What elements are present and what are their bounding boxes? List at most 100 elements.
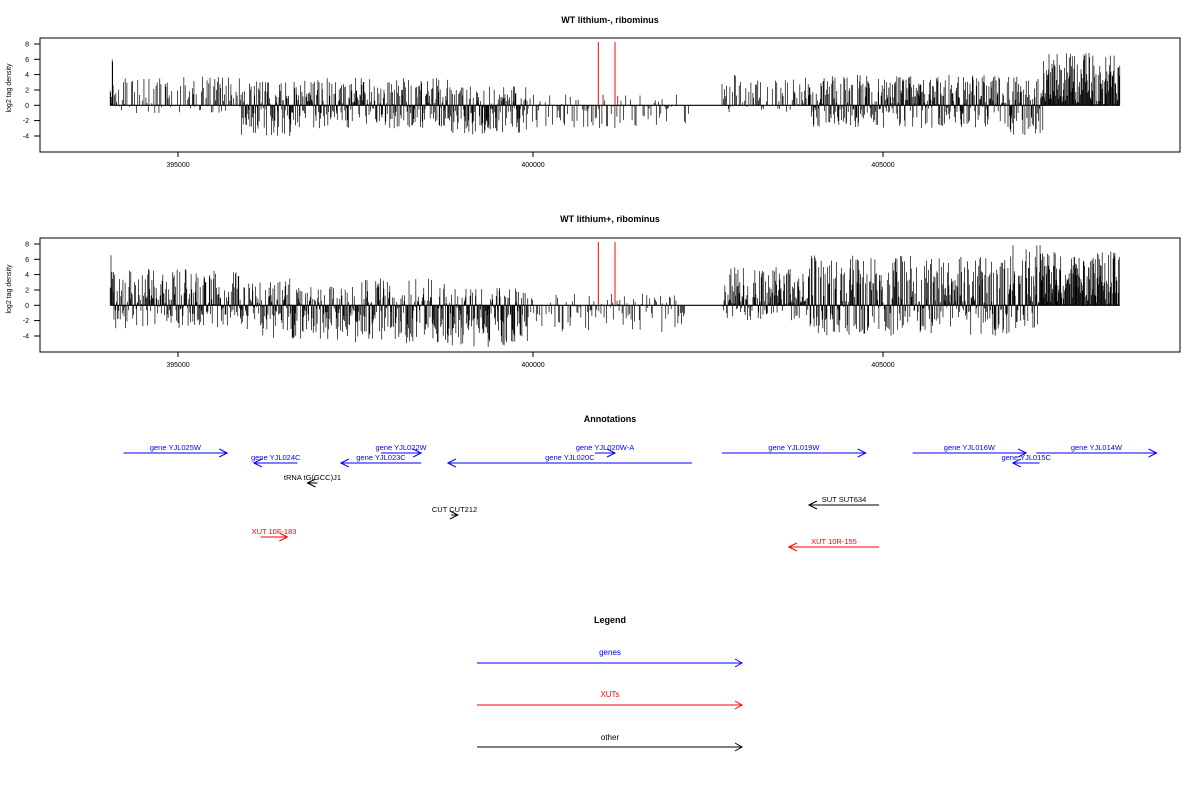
- feature-arrowhead: [1011, 458, 1022, 468]
- feature-arrowhead: [339, 458, 350, 468]
- annotation-feature: gene YJL022W: [375, 443, 428, 458]
- annotation-feature: gene YJL023C: [339, 453, 422, 468]
- annotation-feature: tRNA tG(GCC)J1: [284, 473, 341, 488]
- panel-2-title: WT lithium+, ribominus: [560, 214, 660, 224]
- feature-arrowhead: [252, 458, 263, 468]
- feature-arrowhead: [446, 458, 457, 468]
- y-tick: -2: [23, 118, 40, 125]
- y-tick: 2: [25, 88, 40, 95]
- x-tick: 400000: [521, 152, 545, 169]
- feature-label: gene YJL020C: [545, 453, 595, 462]
- legend-arrowhead: [734, 658, 744, 668]
- x-tick: 400000: [521, 352, 545, 369]
- legend-item-other: other: [477, 733, 744, 752]
- panel-2-x-axis: 395000 400000 405000: [166, 352, 895, 369]
- annotation-feature: gene YJL020W-A: [576, 443, 634, 458]
- y-tick: 8: [25, 242, 40, 249]
- feature-arrowhead: [1148, 448, 1158, 458]
- annotations-title: Annotations: [584, 414, 637, 424]
- x-tick-label: 400000: [521, 162, 544, 169]
- legend-label: other: [601, 733, 620, 742]
- annotations: Annotations gene YJL025W gene YJL024C gene…: [123, 414, 1158, 552]
- x-tick: 395000: [166, 152, 190, 169]
- legend-label: genes: [599, 648, 621, 657]
- feature-arrowhead: [279, 532, 289, 542]
- annotation-feature: CUT CUT212: [432, 505, 477, 520]
- y-tick-label: 8: [25, 42, 29, 49]
- y-tick: -2: [23, 318, 40, 325]
- y-tick-label: -4: [23, 134, 29, 141]
- panel-2-y-axis: 8 6 4 2 0 -2 -4: [23, 242, 40, 341]
- feature-label: XUT 10R-155: [811, 537, 857, 546]
- y-tick-label: -4: [23, 334, 29, 341]
- feature-label: tRNA tG(GCC)J1: [284, 473, 341, 482]
- legend: Legend genes XUTs other: [477, 615, 744, 752]
- y-tick: 4: [25, 272, 40, 279]
- feature-label: gene YJL022W: [375, 443, 427, 452]
- panel-1-x-axis: 395000 400000 405000: [166, 152, 895, 169]
- annotation-feature: gene YJL014W: [1036, 443, 1158, 458]
- legend-label: XUTs: [600, 690, 619, 699]
- annotation-feature: gene YJL020C: [446, 453, 692, 468]
- panel-1-marker-lines: [597, 42, 616, 106]
- feature-label: XUT 10F-183: [252, 527, 297, 536]
- y-tick-label: 2: [25, 288, 29, 295]
- feature-arrowhead: [306, 478, 316, 488]
- feature-label: gene YJL025W: [150, 443, 202, 452]
- y-tick: 4: [25, 72, 40, 79]
- y-tick: 0: [25, 103, 40, 110]
- panel-2-frame: [39, 237, 1181, 353]
- feature-label: gene YJL023C: [356, 453, 406, 462]
- y-tick-label: 4: [25, 272, 29, 279]
- y-tick: 2: [25, 288, 40, 295]
- feature-label: gene YJL019W: [768, 443, 820, 452]
- y-tick-label: 8: [25, 242, 29, 249]
- panel-1: WT lithium-, ribominus log2 tag density …: [6, 15, 1181, 169]
- panel-1-frame: [39, 37, 1181, 153]
- feature-label: CUT CUT212: [432, 505, 477, 514]
- x-tick-label: 395000: [166, 362, 189, 369]
- x-tick: 405000: [871, 352, 895, 369]
- y-tick: 0: [25, 303, 40, 310]
- feature-arrowhead: [857, 448, 867, 458]
- feature-arrowhead: [807, 500, 818, 510]
- panel-1-y-axis: 8 6 4 2 0 -2 -4: [23, 42, 40, 141]
- annotation-feature: gene YJL025W: [123, 443, 229, 458]
- y-tick-label: 6: [25, 257, 29, 264]
- x-tick-label: 405000: [871, 162, 894, 169]
- x-tick: 395000: [166, 352, 190, 369]
- panel-1-ylabel: log2 tag density: [6, 63, 13, 113]
- y-tick: -4: [23, 134, 40, 141]
- annotation-feature: SUT SUT634: [807, 495, 880, 510]
- feature-label: SUT SUT634: [822, 495, 866, 504]
- feature-arrowhead: [1017, 448, 1028, 458]
- x-tick-label: 400000: [521, 362, 544, 369]
- feature-label: gene YJL024C: [251, 453, 301, 462]
- y-tick-label: -2: [23, 318, 29, 325]
- annotation-feature: gene YJL019W: [721, 443, 867, 458]
- y-tick-label: 6: [25, 57, 29, 64]
- feature-label: gene YJL014W: [1071, 443, 1123, 452]
- y-tick: 6: [25, 57, 40, 64]
- feature-arrowhead: [412, 448, 423, 458]
- feature-arrowhead: [218, 448, 229, 458]
- panel-2: WT lithium+, ribominus log2 tag density …: [6, 214, 1181, 369]
- legend-arrowhead: [734, 700, 744, 710]
- legend-arrowhead: [734, 742, 744, 752]
- annotation-feature: XUT 10F-183: [252, 527, 297, 542]
- y-tick-label: 4: [25, 72, 29, 79]
- x-tick: 405000: [871, 152, 895, 169]
- legend-item-genes: genes: [477, 648, 744, 668]
- panel-2-marker-lines: [597, 242, 616, 306]
- legend-title: Legend: [594, 615, 626, 625]
- x-tick-label: 395000: [166, 162, 189, 169]
- y-tick: 8: [25, 42, 40, 49]
- y-tick-label: -2: [23, 118, 29, 125]
- legend-item-xuts: XUTs: [477, 690, 744, 710]
- y-tick: 6: [25, 257, 40, 264]
- feature-arrowhead: [449, 510, 460, 520]
- y-tick-label: 2: [25, 88, 29, 95]
- annotation-feature: gene YJL024C: [251, 453, 301, 468]
